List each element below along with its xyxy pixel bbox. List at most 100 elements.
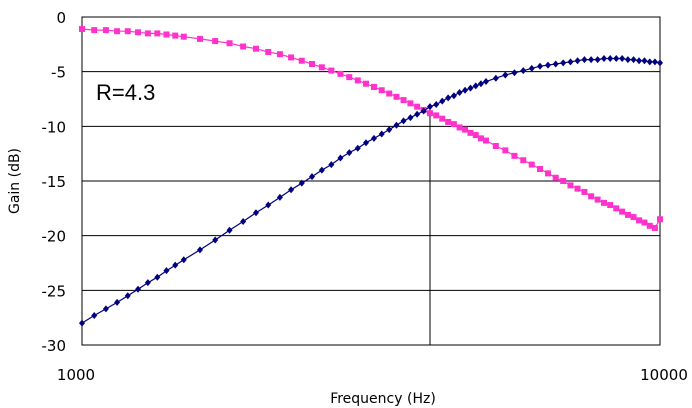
data-point bbox=[363, 139, 370, 147]
data-point bbox=[135, 285, 142, 293]
data-point bbox=[318, 166, 325, 174]
data-point bbox=[370, 134, 377, 142]
data-point bbox=[439, 97, 446, 105]
data-point bbox=[154, 30, 161, 37]
data-point bbox=[560, 59, 567, 67]
data-point bbox=[144, 279, 151, 287]
data-point bbox=[646, 222, 653, 229]
data-point bbox=[226, 226, 233, 234]
data-point bbox=[212, 236, 219, 244]
data-point bbox=[433, 112, 440, 119]
data-point bbox=[502, 71, 509, 79]
data-point bbox=[226, 40, 233, 47]
series-line bbox=[81, 57, 661, 324]
data-point bbox=[613, 55, 620, 63]
data-point bbox=[172, 261, 179, 269]
y-tick-label: -10 bbox=[42, 118, 67, 136]
data-point bbox=[560, 178, 567, 184]
data-point bbox=[378, 87, 385, 94]
data-point bbox=[393, 93, 400, 100]
data-point bbox=[594, 196, 601, 203]
data-point bbox=[544, 61, 551, 69]
data-point bbox=[363, 80, 370, 87]
data-point bbox=[91, 311, 98, 319]
data-point bbox=[492, 74, 499, 82]
data-point bbox=[450, 92, 457, 100]
data-point bbox=[588, 193, 595, 200]
data-point bbox=[407, 100, 414, 107]
data-point bbox=[472, 82, 479, 90]
data-point bbox=[154, 273, 161, 281]
data-point bbox=[276, 51, 283, 58]
data-point bbox=[337, 70, 344, 77]
data-point bbox=[180, 33, 187, 40]
data-point bbox=[600, 55, 607, 63]
data-point bbox=[657, 59, 663, 67]
data-point bbox=[378, 130, 385, 138]
data-point bbox=[144, 30, 151, 37]
data-point bbox=[502, 147, 509, 154]
data-point bbox=[594, 56, 601, 64]
data-point bbox=[354, 77, 361, 84]
plot-area-frame bbox=[81, 16, 661, 346]
data-point bbox=[445, 94, 452, 102]
data-point bbox=[346, 74, 353, 81]
data-point bbox=[414, 103, 421, 110]
data-point bbox=[544, 170, 551, 177]
data-point bbox=[651, 225, 658, 232]
data-point bbox=[619, 55, 626, 63]
data-point bbox=[426, 110, 433, 117]
data-point bbox=[574, 185, 581, 192]
data-point bbox=[630, 214, 637, 221]
data-point bbox=[180, 256, 187, 264]
data-point bbox=[483, 78, 490, 86]
data-point bbox=[240, 43, 247, 50]
data-point bbox=[574, 57, 581, 65]
data-point bbox=[511, 152, 518, 159]
y-tick-label: -20 bbox=[42, 228, 67, 246]
data-point bbox=[520, 157, 527, 164]
data-point bbox=[607, 55, 614, 63]
data-point bbox=[641, 57, 648, 65]
data-point bbox=[619, 208, 626, 215]
data-point bbox=[114, 298, 121, 306]
data-point bbox=[472, 132, 479, 139]
data-point bbox=[456, 88, 463, 96]
data-point bbox=[265, 201, 272, 209]
data-point bbox=[370, 83, 377, 90]
data-point bbox=[414, 110, 421, 118]
data-point bbox=[252, 45, 259, 52]
data-point bbox=[337, 154, 344, 162]
data-point bbox=[212, 38, 219, 45]
data-point bbox=[651, 58, 658, 66]
data-point bbox=[265, 48, 272, 55]
data-point bbox=[477, 80, 484, 88]
data-point bbox=[528, 161, 535, 168]
data-point bbox=[613, 205, 620, 212]
data-point bbox=[163, 267, 170, 275]
y-tick-label: -5 bbox=[51, 64, 66, 82]
gridlines bbox=[82, 16, 660, 346]
data-point bbox=[567, 182, 574, 189]
data-point bbox=[537, 165, 544, 172]
data-point bbox=[328, 67, 335, 74]
data-point bbox=[79, 319, 85, 327]
y-axis-label: Gain (dB) bbox=[7, 148, 23, 214]
data-point bbox=[450, 121, 457, 128]
data-point bbox=[636, 217, 643, 224]
data-point bbox=[646, 58, 653, 66]
data-point bbox=[240, 217, 247, 225]
data-point bbox=[91, 27, 98, 34]
series-line bbox=[81, 28, 661, 229]
data-point bbox=[114, 28, 121, 35]
data-point bbox=[426, 103, 433, 111]
data-point bbox=[537, 62, 544, 70]
data-point bbox=[607, 202, 614, 209]
data-point bbox=[400, 97, 407, 104]
data-point bbox=[492, 143, 499, 150]
data-point bbox=[630, 56, 637, 64]
data-point bbox=[552, 60, 559, 68]
y-tick-labels: 0 -5 -10 -15 -20 -25 -30 bbox=[42, 9, 67, 355]
data-point bbox=[309, 173, 316, 181]
